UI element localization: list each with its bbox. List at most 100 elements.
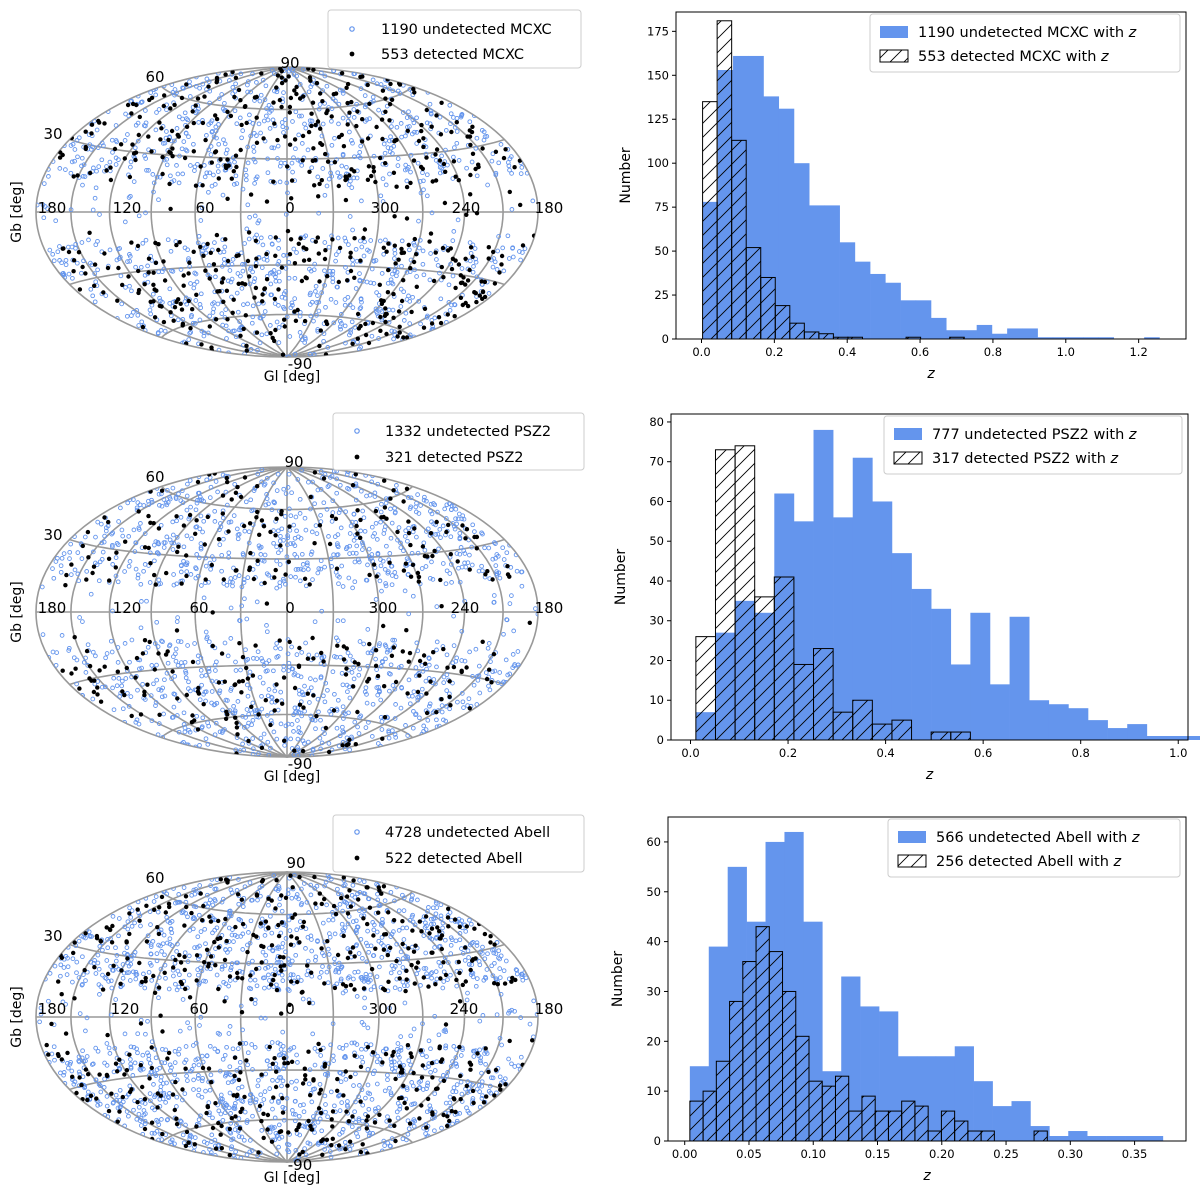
undetected-cluster-point: [363, 725, 369, 730]
sky-map-abell: 90 60 30 180 120 60 0 300 240 180 -90 Gl…: [9, 814, 585, 1186]
detected-cluster-point: [283, 572, 288, 577]
undetected-cluster-point: [236, 1134, 242, 1139]
undetected-cluster-point: [307, 351, 313, 357]
undetected-cluster-point: [149, 1039, 155, 1045]
undetected-cluster-point: [96, 578, 102, 584]
undetected-cluster-point: [264, 623, 269, 628]
undetected-cluster-point: [182, 659, 188, 665]
undetected-cluster-point: [332, 961, 338, 966]
undetected-cluster-point: [162, 693, 168, 699]
detected-cluster-point: [247, 565, 253, 570]
undetected-cluster-point: [232, 1101, 238, 1106]
undetected-cluster-point: [423, 950, 429, 956]
detected-cluster-point: [400, 649, 405, 654]
undetected-cluster-point: [405, 495, 411, 500]
undetected-cluster-point: [207, 1087, 213, 1093]
undetected-cluster-point: [274, 544, 279, 550]
undetected-cluster-point: [237, 319, 242, 324]
undetected-cluster-point: [195, 972, 201, 978]
detected-cluster-point: [377, 282, 382, 287]
undetected-cluster-point: [320, 964, 325, 969]
undetected-cluster-point: [90, 649, 96, 655]
undetected-cluster-point: [352, 1109, 357, 1115]
undetected-cluster-point: [453, 1055, 459, 1060]
detected-cluster-point: [307, 75, 313, 80]
undetected-cluster-point: [350, 305, 356, 310]
undetected-cluster-point: [340, 115, 346, 121]
undetected-cluster-point: [283, 212, 289, 217]
undetected-cluster-point: [172, 92, 177, 98]
undetected-cluster-point: [231, 182, 237, 187]
undetected-cluster-point: [485, 645, 491, 651]
undetected-cluster-point: [340, 618, 346, 624]
detected-cluster-point: [97, 120, 102, 125]
undetected-cluster-point: [447, 910, 453, 915]
undetected-cluster-point: [461, 548, 467, 554]
detected-cluster-point: [518, 202, 523, 208]
undetected-cluster-point: [52, 963, 58, 969]
undetected-cluster-point: [191, 887, 197, 893]
undetected-cluster-point: [260, 77, 266, 83]
undetected-cluster-point: [95, 519, 101, 525]
detected-cluster-point: [239, 690, 244, 695]
detected-cluster-point: [367, 641, 372, 647]
undetected-cluster-point: [496, 160, 502, 166]
undetected-cluster-point: [365, 663, 371, 669]
undetected-cluster-point: [337, 482, 343, 488]
undetected-cluster-point: [188, 329, 194, 335]
detected-cluster-point: [428, 531, 434, 536]
undetected-cluster-point: [267, 323, 273, 328]
undetected-cluster-point: [476, 1082, 482, 1088]
undetected-cluster-point: [510, 254, 516, 260]
undetected-cluster-point: [128, 1061, 134, 1067]
undetected-cluster-point: [242, 884, 248, 890]
undetected-cluster-point: [174, 987, 180, 993]
undetected-cluster-point: [511, 628, 517, 634]
undetected-cluster-point: [368, 650, 374, 656]
detected-cluster-point: [193, 103, 198, 108]
detected-cluster-point: [277, 97, 283, 103]
undetected-cluster-point: [260, 658, 265, 664]
detected-cluster-point: [210, 610, 215, 615]
undetected-cluster-point: [153, 1055, 159, 1061]
undetected-cluster-point: [232, 1103, 237, 1109]
undetected-cluster-point: [245, 723, 250, 729]
undetected-cluster-point: [228, 887, 234, 893]
undetected-cluster-point: [346, 486, 352, 492]
undetected-cluster-point: [397, 960, 402, 966]
undetected-cluster-point: [406, 1126, 412, 1132]
undetected-cluster-point: [198, 218, 204, 223]
detected-cluster-point: [151, 299, 156, 304]
undetected-cluster-point: [494, 1090, 499, 1096]
undetected-cluster-point: [224, 502, 230, 508]
detected-cluster-point: [226, 529, 231, 534]
detected-cluster-point: [193, 183, 199, 188]
undetected-cluster-point: [387, 551, 393, 556]
undetected-cluster-point: [324, 902, 329, 908]
undetected-cluster-point: [240, 741, 245, 747]
undetected-cluster-point: [302, 1146, 307, 1151]
undetected-cluster-point: [254, 80, 259, 85]
undetected-cluster-point: [283, 491, 289, 496]
undetected-cluster-point: [45, 206, 50, 211]
undetected-cluster-point: [414, 971, 420, 977]
undetected-cluster-point: [350, 140, 355, 146]
detected-cluster-point: [250, 673, 256, 678]
undetected-cluster-point: [305, 739, 311, 745]
undetected-cluster-point: [347, 129, 352, 135]
undetected-cluster-point: [312, 1130, 317, 1135]
detected-cluster-point: [318, 141, 323, 146]
detected-cluster-point: [423, 661, 428, 666]
undetected-cluster-point: [478, 1060, 484, 1066]
undetected-cluster-point: [300, 996, 306, 1002]
undetected-cluster-point: [263, 966, 268, 971]
undetected-cluster-point: [280, 1104, 286, 1110]
undetected-cluster-point: [133, 972, 139, 977]
detected-cluster-point: [264, 199, 270, 204]
undetected-cluster-point: [459, 516, 465, 522]
undetected-cluster-point: [127, 659, 132, 665]
undetected-cluster-point: [74, 681, 79, 687]
detected-cluster-point: [277, 638, 282, 643]
undetected-cluster-point: [183, 668, 188, 674]
detected-cluster-point: [236, 87, 242, 93]
